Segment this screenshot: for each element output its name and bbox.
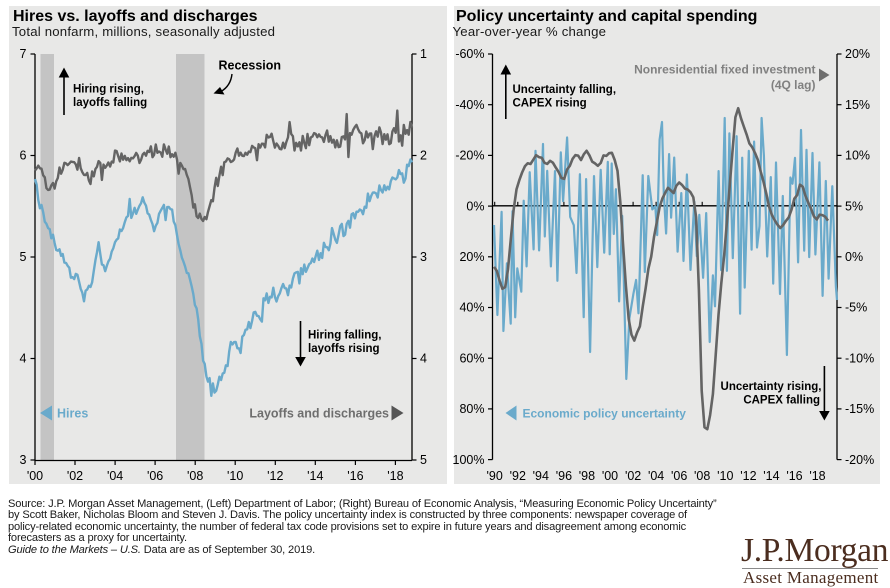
svg-text:2: 2 [420, 149, 427, 163]
svg-text:10%: 10% [845, 149, 870, 163]
svg-text:'16: '16 [786, 469, 802, 483]
svg-text:'98: '98 [579, 469, 595, 483]
svg-text:'12: '12 [740, 469, 756, 483]
svg-text:-5%: -5% [845, 301, 867, 315]
svg-text:5%: 5% [845, 199, 863, 213]
svg-text:'06: '06 [147, 469, 163, 483]
svg-text:3: 3 [420, 250, 427, 264]
svg-text:'94: '94 [533, 469, 549, 483]
svg-text:'14: '14 [763, 469, 779, 483]
svg-text:'90: '90 [487, 469, 503, 483]
svg-text:'04: '04 [107, 469, 123, 483]
svg-text:-20%: -20% [455, 149, 484, 163]
svg-text:'18: '18 [809, 469, 825, 483]
svg-text:40%: 40% [459, 301, 484, 315]
svg-text:'00: '00 [27, 469, 43, 483]
svg-text:layoffs rising: layoffs rising [308, 343, 380, 355]
svg-text:Layoffs and discharges: Layoffs and discharges [249, 407, 389, 421]
svg-text:'14: '14 [307, 469, 323, 483]
svg-text:Nonresidential fixed investmen: Nonresidential fixed investment [634, 63, 815, 77]
svg-text:'10: '10 [227, 469, 243, 483]
svg-text:'06: '06 [671, 469, 687, 483]
svg-text:Hiring falling,: Hiring falling, [308, 330, 381, 342]
svg-text:Uncertainty falling,: Uncertainty falling, [513, 84, 617, 96]
svg-text:100%: 100% [453, 453, 485, 467]
svg-text:'16: '16 [347, 469, 363, 483]
svg-text:-40%: -40% [455, 98, 484, 112]
svg-text:Uncertainty rising,: Uncertainty rising, [721, 381, 822, 393]
svg-text:-60%: -60% [455, 47, 484, 61]
svg-text:4: 4 [420, 352, 427, 366]
svg-text:'12: '12 [267, 469, 283, 483]
svg-text:layoffs falling: layoffs falling [73, 97, 147, 109]
svg-text:7: 7 [20, 47, 27, 61]
svg-text:Hiring rising,: Hiring rising, [73, 84, 144, 96]
svg-text:'04: '04 [648, 469, 664, 483]
svg-text:'10: '10 [717, 469, 733, 483]
svg-text:Hires: Hires [57, 407, 88, 421]
svg-text:(4Q lag): (4Q lag) [771, 78, 816, 92]
svg-text:'02: '02 [625, 469, 641, 483]
svg-text:0%: 0% [845, 250, 863, 264]
svg-text:-10%: -10% [845, 351, 874, 365]
svg-text:'02: '02 [67, 469, 83, 483]
svg-text:'08: '08 [694, 469, 710, 483]
svg-text:6: 6 [20, 149, 27, 163]
svg-text:'00: '00 [602, 469, 618, 483]
svg-text:'18: '18 [387, 469, 403, 483]
svg-text:'96: '96 [556, 469, 572, 483]
svg-text:5: 5 [420, 453, 427, 467]
svg-text:'08: '08 [187, 469, 203, 483]
svg-text:20%: 20% [845, 47, 870, 61]
svg-text:-20%: -20% [845, 453, 874, 467]
svg-text:80%: 80% [459, 402, 484, 416]
svg-text:3: 3 [20, 453, 27, 467]
svg-text:CAPEX falling: CAPEX falling [743, 395, 820, 407]
svg-text:5: 5 [20, 250, 27, 264]
svg-text:'92: '92 [510, 469, 526, 483]
svg-text:1: 1 [420, 47, 427, 61]
svg-text:0%: 0% [466, 199, 484, 213]
svg-text:60%: 60% [459, 351, 484, 365]
svg-text:4: 4 [20, 352, 27, 366]
svg-text:Economic policy uncertainty: Economic policy uncertainty [523, 407, 687, 421]
svg-text:-15%: -15% [845, 402, 874, 416]
svg-text:Recession: Recession [219, 59, 282, 73]
svg-text:CAPEX rising: CAPEX rising [513, 98, 587, 110]
svg-text:20%: 20% [459, 250, 484, 264]
svg-text:15%: 15% [845, 98, 870, 112]
